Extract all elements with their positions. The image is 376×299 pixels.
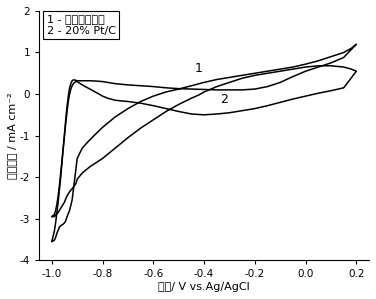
Y-axis label: 电流密度 / mA cm⁻²: 电流密度 / mA cm⁻² xyxy=(7,92,17,179)
Text: 1 - 本发明催化剑
2 - 20% Pt/C: 1 - 本发明催化剑 2 - 20% Pt/C xyxy=(47,14,116,36)
Text: 1: 1 xyxy=(195,62,203,75)
X-axis label: 电位/ V vs.Ag/AgCl: 电位/ V vs.Ag/AgCl xyxy=(158,282,250,292)
Text: 2: 2 xyxy=(220,92,228,106)
